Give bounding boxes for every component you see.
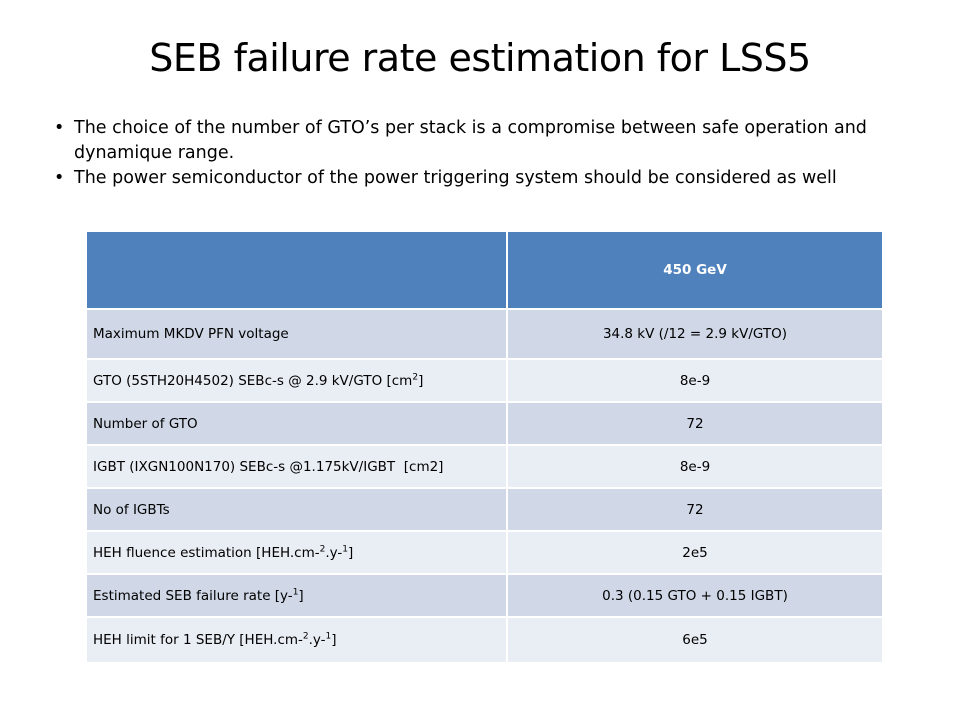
row-value: 72: [507, 401, 882, 445]
row-label: No of IGBTs: [87, 487, 508, 531]
table-row: HEH limit for 1 SEB/Y [HEH.cm-2.y-1] 6e5: [87, 616, 882, 662]
table-row: Estimated SEB failure rate [y-1] 0.3 (0.…: [87, 573, 882, 617]
header-cell-empty: [87, 232, 508, 309]
row-value: 6e5: [507, 616, 882, 662]
row-label: IGBT (IXGN100N170) SEBc-s @1.175kV/IGBT …: [87, 444, 508, 488]
bullet-text: The power semiconductor of the power tri…: [74, 168, 837, 188]
row-label: Estimated SEB failure rate [y-1]: [87, 573, 508, 617]
row-label: HEH fluence estimation [HEH.cm-2.y-1]: [87, 530, 508, 574]
row-value: 8e-9: [507, 444, 882, 488]
table-row: Number of GTO 72: [87, 401, 882, 445]
table-row: GTO (5STH20H4502) SEBc-s @ 2.9 kV/GTO [c…: [87, 358, 882, 402]
bullet-list: • The choice of the number of GTO’s per s…: [50, 116, 930, 191]
bullet-dot-icon: •: [54, 118, 65, 138]
row-value: 0.3 (0.15 GTO + 0.15 IGBT): [507, 573, 882, 617]
row-label: Maximum MKDV PFN voltage: [87, 308, 508, 359]
bullet-dot-icon: •: [54, 168, 65, 188]
bullet-item: • The power semiconductor of the power tr…: [50, 166, 930, 191]
row-label: HEH limit for 1 SEB/Y [HEH.cm-2.y-1]: [87, 616, 508, 662]
row-value: 8e-9: [507, 358, 882, 402]
row-label: GTO (5STH20H4502) SEBc-s @ 2.9 kV/GTO [c…: [87, 358, 508, 402]
bullet-item: • The choice of the number of GTO’s per s…: [50, 116, 930, 166]
table-row: No of IGBTs 72: [87, 487, 882, 531]
table-header-row: 450 GeV: [87, 232, 882, 309]
table-row: Maximum MKDV PFN voltage 34.8 kV (/12 = …: [87, 308, 882, 359]
header-cell-energy: 450 GeV: [507, 232, 882, 309]
table-row: IGBT (IXGN100N170) SEBc-s @1.175kV/IGBT …: [87, 444, 882, 488]
row-label: Number of GTO: [87, 401, 508, 445]
table-row: HEH fluence estimation [HEH.cm-2.y-1] 2e…: [87, 530, 882, 574]
row-value: 34.8 kV (/12 = 2.9 kV/GTO): [507, 308, 882, 359]
bullet-text: The choice of the number of GTO’s per st…: [74, 118, 867, 163]
row-value: 2e5: [507, 530, 882, 574]
slide-title: SEB failure rate estimation for LSS5: [149, 36, 811, 80]
seb-table: 450 GeV Maximum MKDV PFN voltage 34.8 kV…: [87, 232, 882, 662]
row-value: 72: [507, 487, 882, 531]
